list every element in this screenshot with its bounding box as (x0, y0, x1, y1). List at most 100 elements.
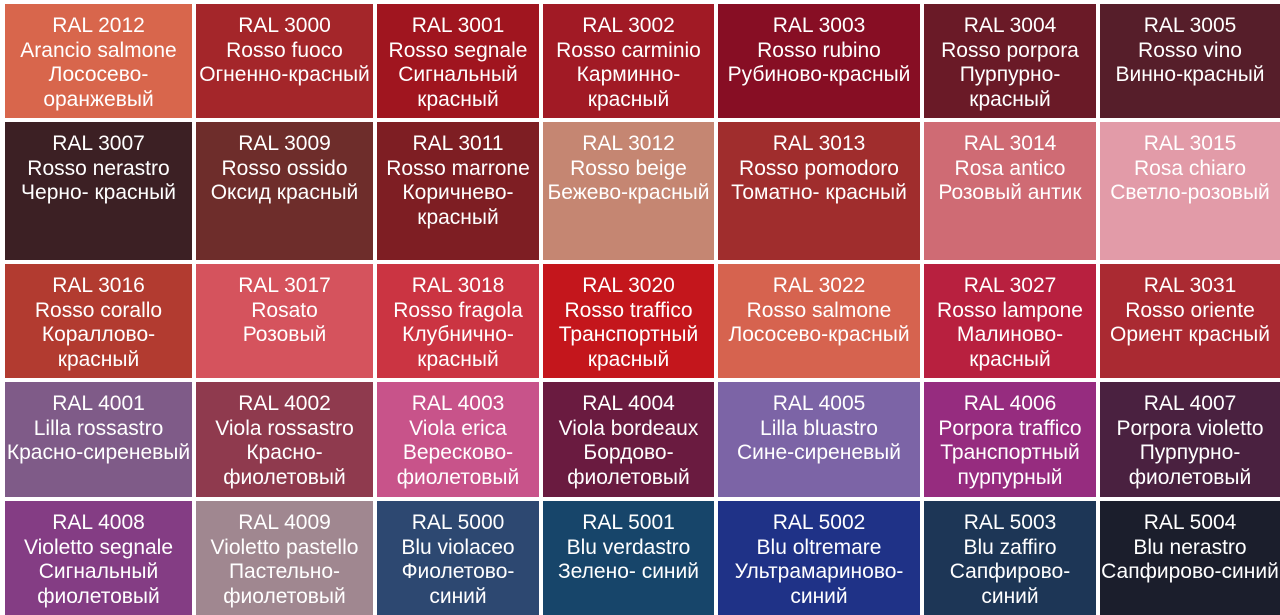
swatch-name-it: Porpora violetto (1116, 416, 1264, 440)
swatch-name-ru: Сапфирово-синий (949, 560, 1071, 608)
swatch-code: RAL 4001 (52, 392, 145, 415)
swatch-name-it: Rosso rubino (757, 38, 881, 62)
swatch-code: RAL 4006 (963, 392, 1057, 415)
swatch-name-it: Rosso fuoco (226, 38, 343, 62)
swatch-name-it: Rosso nerastro (27, 156, 170, 180)
color-swatch: RAL 3016 Rosso corallo Кораллово-красный (5, 264, 192, 378)
swatch-name-ru: Розовый (242, 323, 327, 346)
swatch-code: RAL 5001 (582, 511, 675, 534)
swatch-name-ru: Коричнево-красный (402, 181, 514, 229)
swatch-name-it: Lilla bluastro (760, 416, 878, 440)
swatch-name-ru: Фиолетово-синий (401, 560, 515, 608)
color-swatch: RAL 4002 Viola rossastro Красно-фиолетовый (196, 382, 373, 497)
color-swatch: RAL 3027 Rosso lampone Малиново-красный (924, 264, 1096, 378)
swatch-code: RAL 5000 (411, 511, 505, 534)
swatch-name-it: Arancio salmone (20, 38, 177, 62)
swatch-name-ru: Зелено- синий (558, 560, 699, 583)
color-swatch: RAL 3018 Rosso fragola Клубнично-красный (377, 264, 539, 378)
swatch-code: RAL 3017 (238, 274, 331, 297)
swatch-name-ru: Сапфирово-синий (1101, 560, 1279, 583)
swatch-code: RAL 3018 (411, 274, 505, 297)
color-swatch: RAL 3002 Rosso carminio Карминно-красный (543, 4, 714, 118)
swatch-code: RAL 4007 (1143, 392, 1237, 415)
swatch-name-ru: Черно- красный (21, 181, 176, 204)
color-swatch: RAL 3004 Rosso porpora Пурпурно-красный (924, 4, 1096, 118)
swatch-code: RAL 3003 (772, 14, 866, 37)
swatch-name-it: Rosso beige (570, 156, 687, 180)
swatch-code: RAL 3027 (963, 274, 1057, 297)
swatch-name-it: Rosso oriente (1125, 298, 1255, 322)
color-swatch: RAL 3001 Rosso segnale Сигнальный красный (377, 4, 539, 118)
swatch-code: RAL 4002 (238, 392, 331, 415)
swatch-name-it: Rosso carminio (556, 38, 701, 62)
swatch-name-ru: Карминно-красный (576, 63, 681, 111)
swatch-name-ru: Красно-сиреневый (6, 441, 191, 464)
swatch-name-it: Rosso segnale (388, 38, 528, 62)
swatch-code: RAL 3009 (238, 132, 331, 155)
color-swatch: RAL 3009 Rosso ossido Оксид красный (196, 122, 373, 260)
swatch-code: RAL 3022 (772, 274, 866, 297)
swatch-name-it: Rosso lampone (937, 298, 1083, 322)
swatch-code: RAL 3020 (582, 274, 675, 297)
swatch-name-it: Blu zaffiro (963, 535, 1057, 559)
color-swatch: RAL 2012 Arancio salmone Лососево-оранжевы… (5, 4, 192, 118)
color-swatch: RAL 3013 Rosso pomodoro Томатно- красный (718, 122, 920, 260)
swatch-name-it: Rosso traffico (564, 298, 693, 322)
swatch-name-ru: Красно-фиолетовый (223, 441, 346, 489)
swatch-name-ru: Малиново-красный (956, 323, 1064, 371)
color-swatch: RAL 4008 Violetto segnale Сигнальный фиоле… (5, 501, 192, 615)
swatch-name-it: Blu nerastro (1133, 535, 1247, 559)
swatch-name-ru: Пурпурно-фиолетовый (1128, 441, 1252, 489)
color-swatch: RAL 3007 Rosso nerastro Черно- красный (5, 122, 192, 260)
swatch-name-it: Rosso fragola (393, 298, 523, 322)
swatch-name-it: Blu oltremare (756, 535, 882, 559)
swatch-name-ru: Ориент красный (1110, 323, 1270, 346)
swatch-code: RAL 4003 (411, 392, 505, 415)
color-swatch: RAL 4003 Viola erica Вересково-фиолетовый (377, 382, 539, 497)
swatch-code: RAL 3013 (772, 132, 866, 155)
color-swatch: RAL 3022 Rosso salmone Лососево-красный (718, 264, 920, 378)
swatch-name-it: Blu violaceo (401, 535, 515, 559)
swatch-name-ru: Розовый антик (938, 181, 1082, 204)
swatch-name-it: Lilla rossastro (33, 416, 164, 440)
color-swatch: RAL 3031 Rosso oriente Ориент красный (1100, 264, 1280, 378)
swatch-name-ru: Винно-красный (1115, 63, 1265, 86)
swatch-name-it: Rosa chiaro (1133, 156, 1247, 180)
swatch-name-ru: Сигнальный фиолетовый (37, 560, 160, 608)
color-swatch: RAL 3000 Rosso fuoco Огненно-красный (196, 4, 373, 118)
color-swatch: RAL 3020 Rosso traffico Транспортный красн… (543, 264, 714, 378)
color-swatch: RAL 3011 Rosso marrone Коричнево-красный (377, 122, 539, 260)
color-swatch: RAL 5002 Blu oltremare Ультрамариново-сини… (718, 501, 920, 615)
color-swatch: RAL 5000 Blu violaceo Фиолетово-синий (377, 501, 539, 615)
swatch-code: RAL 3001 (411, 14, 505, 37)
swatch-code: RAL 3015 (1143, 132, 1237, 155)
swatch-name-it: Rosso salmone (746, 298, 892, 322)
swatch-name-ru: Огненно-красный (199, 63, 370, 86)
swatch-name-it: Violetto pastello (210, 535, 359, 559)
color-swatch: RAL 4004 Viola bordeaux Бордово-фиолетовый (543, 382, 714, 497)
swatch-name-it: Rosato (251, 298, 318, 322)
swatch-name-it: Rosso marrone (386, 156, 530, 180)
swatch-name-it: Rosso vino (1138, 38, 1242, 62)
swatch-name-ru: Оксид красный (210, 181, 359, 204)
swatch-name-ru: Рубиново-красный (727, 63, 911, 86)
swatch-name-ru: Лососево-красный (728, 323, 910, 346)
color-swatch: RAL 3017 Rosato Розовый (196, 264, 373, 378)
swatch-name-ru: Кораллово-красный (41, 323, 156, 371)
swatch-code: RAL 2012 (52, 14, 145, 37)
color-swatch: RAL 5003 Blu zaffiro Сапфирово-синий (924, 501, 1096, 615)
color-swatch: RAL 4007 Porpora violetto Пурпурно-фиолето… (1100, 382, 1280, 497)
swatch-name-it: Viola erica (409, 416, 507, 440)
swatch-name-ru: Сигнальный красный (398, 63, 518, 111)
swatch-name-ru: Вересково-фиолетовый (396, 441, 520, 489)
swatch-code: RAL 3002 (582, 14, 675, 37)
color-swatch: RAL 3003 Rosso rubino Рубиново-красный (718, 4, 920, 118)
swatch-code: RAL 5003 (963, 511, 1057, 534)
swatch-name-it: Rosso corallo (34, 298, 163, 322)
swatch-name-ru: Транспортный пурпурный (940, 441, 1080, 489)
color-swatch: RAL 4009 Violetto pastello Пастельно-фиоле… (196, 501, 373, 615)
color-swatch: RAL 3014 Rosa antico Розовый антик (924, 122, 1096, 260)
swatch-code: RAL 3031 (1143, 274, 1237, 297)
color-swatch: RAL 4001 Lilla rossastro Красно-сиреневый (5, 382, 192, 497)
swatch-name-it: Violetto segnale (23, 535, 174, 559)
